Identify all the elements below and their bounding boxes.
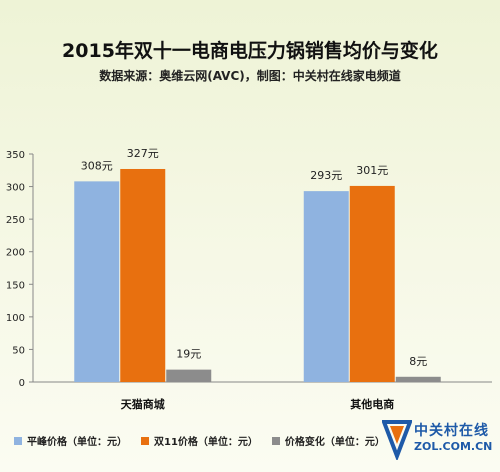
category-label: 其他电商 [350,397,394,411]
chart-subtitle: 数据来源：奥维云网(AVC)，制图：中关村在线家电频道 [99,69,401,83]
bar-data-label: 293元 [310,169,342,182]
bar-data-label: 19元 [176,348,201,361]
bar [395,376,441,382]
logo-brand-text: 中关村在线 [414,423,489,439]
legend: 平峰价格（单位：元） 双11价格（单位：元） 价格变化（单位：元） [14,433,385,448]
y-tick-label: 0 [19,378,25,389]
bar-data-label: 8元 [409,355,427,368]
legend-label-off-peak: 平峰价格（单位：元） [27,437,127,448]
y-tick-label: 50 [12,345,25,356]
bar-data-label: 308元 [81,159,113,172]
legend-label-double11: 双11价格（单位：元） [154,437,258,448]
legend-swatch-change [271,436,280,445]
legend-item-off-peak: 平峰价格（单位：元） [14,433,127,448]
zol-logo: 中关村在线 ZOL.COM.CN [382,418,492,462]
y-tick-label: 100 [6,313,25,324]
legend-item-change: 价格变化（单位：元） [271,433,385,448]
logo-site-text: ZOL.COM.CN [414,440,493,453]
y-tick-label: 150 [6,280,25,291]
y-tick-label: 300 [6,183,25,194]
legend-item-double11: 双11价格（单位：元） [141,433,258,448]
bar [120,168,166,382]
zol-triangle-icon [382,420,412,460]
bar-data-label: 327元 [127,147,159,160]
bar [74,181,120,382]
bar [303,191,349,382]
legend-swatch-off-peak [14,436,22,445]
legend-swatch-double11 [141,436,149,445]
y-tick-label: 350 [6,150,25,161]
y-tick-label: 200 [6,248,25,259]
bar-data-label: 301元 [356,164,388,177]
bar [349,185,395,382]
y-tick-label: 250 [6,215,25,226]
chart-title: 2015年双十一电商电压力锅销售均价与变化 [62,40,438,62]
bar [166,369,212,382]
legend-label-change: 价格变化（单位：元） [284,437,385,448]
category-label: 天猫商城 [121,397,165,411]
